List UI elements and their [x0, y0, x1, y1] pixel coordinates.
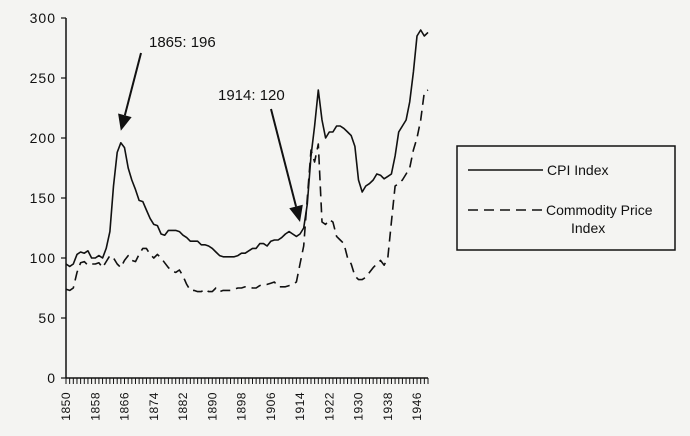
annotation-label: 1865: 196 — [149, 34, 216, 51]
x-tick-label: 1858 — [88, 392, 102, 421]
x-axis: 1850 1858 1866 1874 1882 1890 1898 1906 1914 1922… — [59, 377, 429, 421]
annotation-arrow-head — [289, 204, 303, 222]
legend: CPI Index Commodity Price Index — [456, 145, 676, 251]
y-tick-label: 250 — [30, 70, 56, 86]
series-line-commodity — [65, 89, 429, 293]
legend-label-commodity: Commodity Price Index — [546, 202, 653, 236]
x-tick-label: 1930 — [352, 392, 366, 421]
x-tick-label: 1898 — [235, 392, 249, 421]
annotation-arrow-line — [123, 52, 142, 116]
annotation-label: 1914: 120 — [218, 87, 285, 104]
x-tick-label: 1874 — [147, 392, 161, 421]
y-tick-label: 300 — [30, 10, 56, 26]
legend-box — [456, 145, 676, 251]
x-tick-label: 1866 — [118, 392, 132, 421]
series-layer — [65, 29, 429, 293]
x-tick-label: 1882 — [176, 392, 190, 421]
x-tick-label: 1890 — [205, 392, 219, 421]
y-tick-label: 50 — [38, 310, 56, 326]
x-tick-label: 1850 — [59, 392, 73, 421]
series-line-cpi — [65, 29, 429, 268]
y-tick-label: 150 — [30, 190, 56, 206]
legend-label-cpi: CPI Index — [547, 162, 608, 178]
x-tick-label: 1938 — [381, 392, 395, 421]
y-tick-label: 200 — [30, 130, 56, 146]
y-tick-label: 100 — [30, 250, 56, 266]
x-tick-label: 1922 — [322, 392, 336, 421]
annotation-arrow-head — [118, 113, 132, 131]
annotation-arrow-line — [270, 108, 298, 207]
annotation-layer: 1865: 196 1914: 120 — [118, 34, 303, 222]
x-tick-label: 1914 — [293, 392, 307, 421]
y-tick-label: 0 — [47, 370, 56, 386]
y-axis: 0 50 100 150 200 250 300 — [30, 10, 67, 386]
x-tick-label: 1906 — [264, 392, 278, 421]
x-tick-label: 1946 — [410, 392, 424, 421]
